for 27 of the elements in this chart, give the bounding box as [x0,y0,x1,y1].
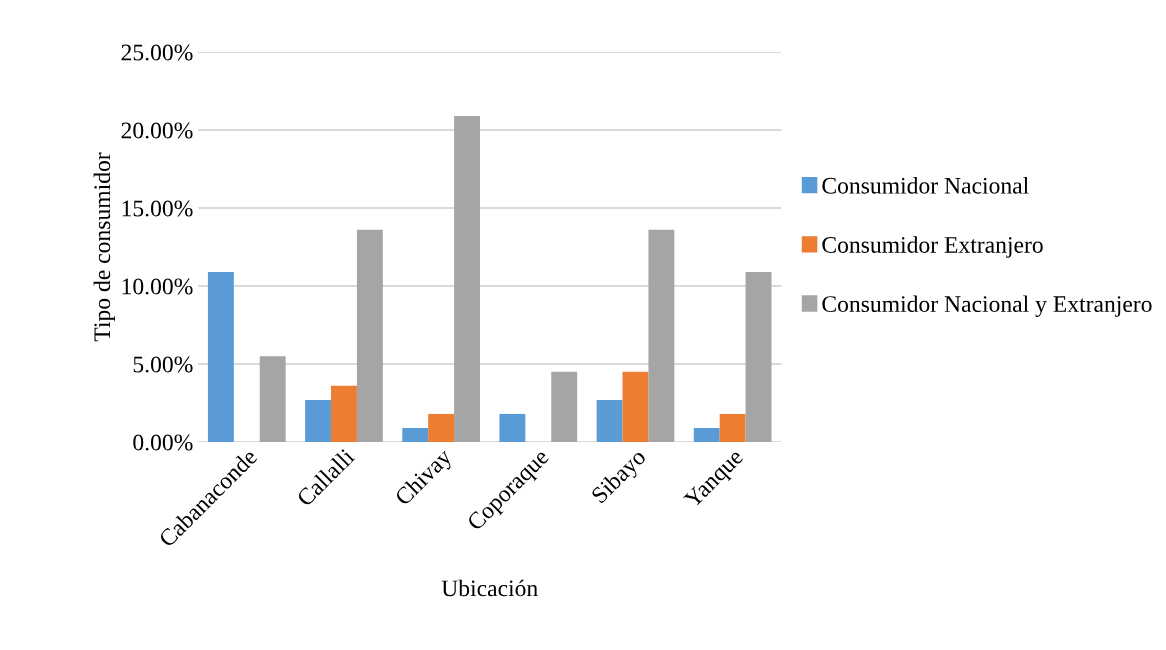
legend-label: Consumidor Nacional [822,177,1029,194]
legend-label: Consumidor Nacional y Extranjero [822,295,1152,317]
bar [622,371,649,442]
y-tick-label: 0.00% [133,434,193,451]
y-tick-label: 15.00% [122,200,193,217]
y-tick-label: 5.00% [133,356,193,373]
y-tick-label: 25.00% [121,44,193,61]
bar [596,399,623,442]
bar [207,271,234,442]
y-tick-label: 20.00% [121,122,193,139]
bar [499,413,526,442]
bar [693,427,720,442]
bar [719,413,746,442]
x-axis-title: Ubicación [441,579,538,597]
legend-label: Consumidor Extranjero [822,236,1043,258]
bar [259,356,286,442]
bar [402,427,429,442]
y-axis-title: Tipo de consumidor [93,152,116,342]
bar [356,229,383,442]
bar [551,371,578,442]
bar [745,271,772,442]
bar [305,399,332,442]
bar [648,229,675,442]
bar [428,413,455,442]
y-tick-label: 10.00% [122,278,193,295]
bar [454,115,480,442]
bar [331,385,357,442]
